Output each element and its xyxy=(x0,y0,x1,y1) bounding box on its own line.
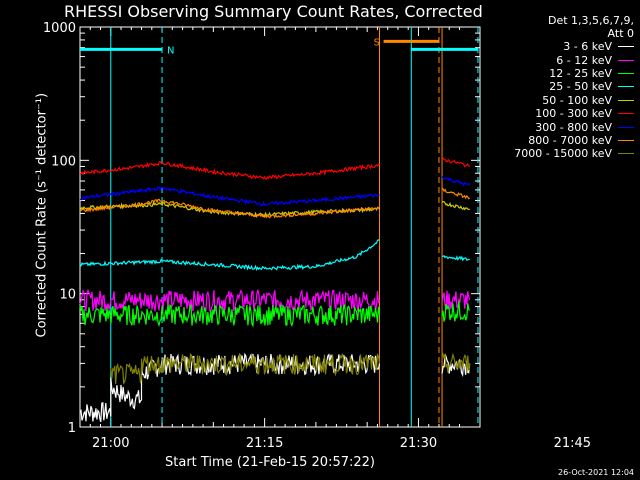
series-line xyxy=(79,352,381,423)
legend-swatch xyxy=(618,139,634,141)
y-tick-label: 10 xyxy=(59,288,76,303)
y-tick-label: 1 xyxy=(68,421,76,436)
legend-entry: 800 - 7000 keV xyxy=(482,134,634,147)
series-line xyxy=(441,301,470,322)
series-line xyxy=(441,352,471,373)
legend-swatch xyxy=(618,99,634,101)
series-line xyxy=(79,160,380,181)
legend-swatch xyxy=(618,113,634,115)
x-tick-label: 21:45 xyxy=(554,436,591,451)
legend-entry-label: 6 - 12 keV xyxy=(556,53,612,67)
series-line xyxy=(79,303,381,328)
legend-entry-label: 50 - 100 keV xyxy=(542,93,612,107)
legend-swatch xyxy=(618,126,634,128)
y-tick-label: 1000 xyxy=(43,21,76,36)
series-line xyxy=(441,176,471,187)
legend-entry: 300 - 800 keV xyxy=(482,120,634,134)
legend-swatch xyxy=(618,46,634,48)
legend-entry-label: 300 - 800 keV xyxy=(535,120,612,134)
series-line xyxy=(441,200,470,211)
series-line xyxy=(79,186,380,206)
legend-entry-label: 25 - 50 keV xyxy=(549,80,612,94)
series-line xyxy=(441,255,470,262)
axes-frame xyxy=(79,26,481,428)
legend-entry-label: 3 - 6 keV xyxy=(563,40,612,54)
series-line xyxy=(79,239,380,272)
series-line xyxy=(441,187,470,200)
flag-label: S xyxy=(374,37,380,48)
legend-entry-label: 800 - 7000 keV xyxy=(528,133,612,147)
legend-swatch xyxy=(618,72,634,74)
legend-entry: 6 - 12 keV xyxy=(482,53,634,67)
series-line xyxy=(79,198,380,219)
series-line xyxy=(79,201,380,218)
legend-entry: 7000 - 15000 keV xyxy=(482,147,634,160)
legend-entry: 100 - 300 keV xyxy=(482,107,634,120)
legend-entry: 3 - 6 keV xyxy=(482,40,634,53)
legend-header-line: Att 0 xyxy=(607,27,634,40)
series-line xyxy=(79,288,381,312)
legend-swatch xyxy=(618,86,634,88)
generation-timestamp: 26-Oct-2021 12:04 xyxy=(558,468,634,477)
x-tick-label: 21:30 xyxy=(400,436,437,451)
y-tick-label: 100 xyxy=(51,154,76,169)
legend-entry: 25 - 50 keV xyxy=(482,80,634,93)
legend-entry-label: 12 - 25 keV xyxy=(549,66,612,80)
legend-header-line: Det 1,3,5,6,7,9, xyxy=(547,14,634,27)
x-tick-label: 21:15 xyxy=(246,436,283,451)
flag-label: N xyxy=(167,45,174,56)
x-axis-label: Start Time (21-Feb-15 20:57:22) xyxy=(165,455,375,470)
legend-entry-label: 7000 - 15000 keV xyxy=(514,147,612,161)
legend: Det 1,3,5,6,7,9, Att 0 3 - 6 keV 6 - 12 k… xyxy=(482,14,634,161)
series-line xyxy=(110,352,381,385)
legend-entry: 50 - 100 keV xyxy=(482,94,634,107)
series-line xyxy=(441,157,470,168)
legend-entry: 12 - 25 keV xyxy=(482,67,634,80)
x-tick-label: 21:00 xyxy=(92,436,129,451)
series-line xyxy=(441,290,471,310)
chart-title: RHESSI Observing Summary Count Rates, Co… xyxy=(64,2,483,21)
legend-swatch xyxy=(618,153,634,155)
legend-swatch xyxy=(618,59,634,61)
legend-entry-label: 100 - 300 keV xyxy=(535,107,612,121)
